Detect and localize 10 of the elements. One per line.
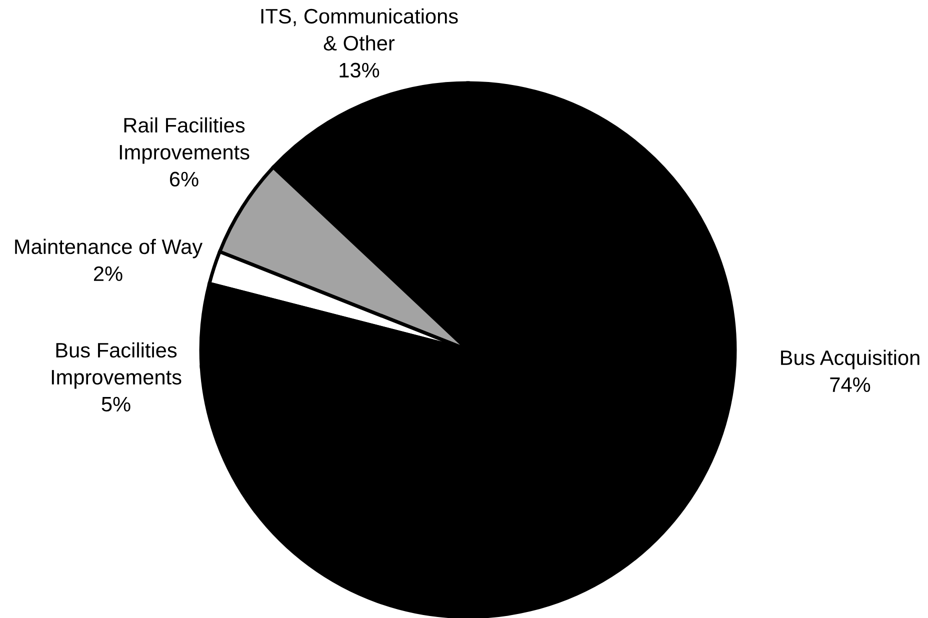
data-label: 2%	[94, 266, 122, 281]
slice-label: ITS, Communications & Other	[261, 8, 458, 51]
slice-label: Bus Acquisition	[781, 350, 920, 370]
data-label: 6%	[170, 172, 198, 187]
slice-label: Bus Facilities Improvements	[52, 342, 182, 389]
slice-label: Maintenance of Way	[15, 238, 203, 258]
data-label: 5%	[102, 396, 130, 412]
data-label: 13%	[340, 62, 380, 78]
slice-label: Rail Facilities Improvements	[120, 117, 250, 164]
data-label: 74%	[830, 377, 870, 392]
